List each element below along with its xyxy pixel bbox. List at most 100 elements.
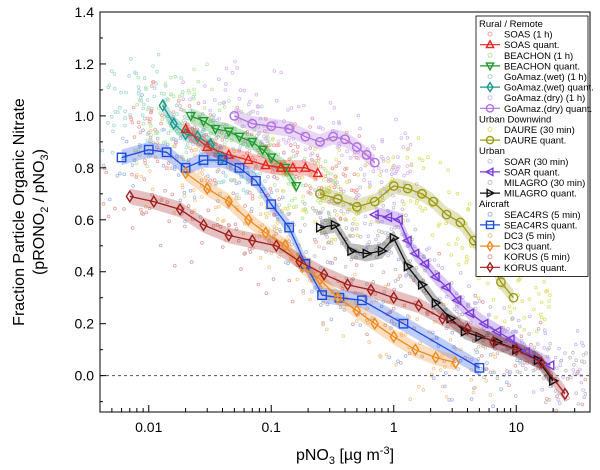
point-goamaz-dry-quant-1 <box>247 118 258 129</box>
point-korus-quant-2 <box>175 202 185 216</box>
raw-point <box>176 131 180 136</box>
raw-point <box>339 241 344 246</box>
point-dc3-quant-4 <box>261 226 270 240</box>
raw-point <box>174 138 178 142</box>
raw-point <box>263 179 267 183</box>
raw-point <box>389 227 394 231</box>
raw-point <box>408 169 413 174</box>
raw-point <box>193 198 197 203</box>
raw-point <box>520 299 524 304</box>
raw-point <box>276 139 281 144</box>
raw-point <box>312 209 317 213</box>
raw-point <box>237 147 242 152</box>
raw-point <box>145 98 150 102</box>
raw-point <box>138 95 143 100</box>
raw-point <box>291 137 296 141</box>
raw-point <box>293 122 297 126</box>
raw-point <box>374 255 379 259</box>
raw-point <box>345 180 349 185</box>
point-dc3-quant-14 <box>451 356 460 370</box>
raw-point <box>302 208 307 213</box>
raw-point <box>263 137 268 141</box>
raw-point <box>374 237 378 242</box>
raw-point <box>403 131 408 136</box>
raw-point <box>340 286 345 291</box>
raw-point <box>267 211 272 215</box>
raw-point <box>476 344 481 349</box>
point-dc3-quant-3 <box>244 213 253 227</box>
raw-point <box>249 132 254 137</box>
legend-entry-label: SOAS quant. <box>504 40 559 51</box>
raw-point <box>365 332 369 337</box>
raw-point <box>321 283 325 288</box>
raw-point <box>131 184 135 188</box>
raw-point <box>192 125 197 130</box>
raw-point <box>232 149 237 154</box>
raw-point <box>340 153 344 158</box>
raw-point <box>369 301 374 305</box>
raw-point <box>234 181 239 186</box>
raw-point <box>166 161 171 166</box>
raw-point <box>224 66 229 71</box>
raw-point <box>380 219 384 224</box>
legend-entry-label: GoAmaz.(wet) quant. <box>504 83 594 94</box>
raw-point <box>398 361 403 365</box>
raw-point <box>378 188 383 193</box>
raw-point <box>393 279 398 283</box>
raw-point <box>258 171 262 176</box>
raw-point <box>255 134 259 138</box>
raw-point <box>146 107 150 112</box>
raw-point <box>466 207 471 212</box>
raw-point <box>155 69 159 74</box>
raw-point <box>264 215 269 220</box>
raw-point <box>386 156 390 161</box>
raw-point <box>109 115 114 119</box>
raw-point <box>253 146 257 151</box>
raw-point <box>393 267 398 272</box>
raw-point <box>122 207 126 211</box>
raw-point <box>466 304 470 309</box>
raw-point <box>350 227 354 231</box>
raw-point <box>434 336 439 340</box>
point-milagro-quant-8 <box>431 297 442 309</box>
point-goamaz-dry-quant-5 <box>315 136 325 147</box>
raw-point <box>455 191 460 196</box>
raw-point <box>148 135 153 140</box>
raw-point <box>276 152 281 157</box>
raw-point <box>220 138 225 142</box>
legend-marker <box>485 39 495 49</box>
raw-point <box>281 137 286 142</box>
raw-point <box>169 92 173 97</box>
raw-point <box>250 193 255 198</box>
raw-point <box>251 169 256 173</box>
raw-point <box>287 136 292 140</box>
raw-point <box>103 166 107 171</box>
raw-point <box>568 355 572 360</box>
raw-point <box>266 229 270 234</box>
raw-point <box>333 209 337 213</box>
raw-point <box>378 355 383 359</box>
raw-point <box>527 297 532 301</box>
raw-point <box>565 376 570 381</box>
raw-point <box>226 165 230 169</box>
raw-point <box>286 138 291 143</box>
raw-point <box>486 281 490 286</box>
raw-point <box>582 395 587 400</box>
raw-point <box>244 191 249 195</box>
point-soas-quant-8 <box>312 166 324 178</box>
raw-point <box>519 334 524 339</box>
raw-point <box>396 165 401 169</box>
raw-point <box>224 122 229 127</box>
raw-point <box>182 114 187 119</box>
raw-point <box>298 229 303 234</box>
raw-point <box>141 106 146 111</box>
raw-point <box>386 159 391 164</box>
raw-point <box>109 69 114 73</box>
point-seac4rs-quant-9 <box>284 222 295 233</box>
raw-point <box>400 333 404 337</box>
raw-point <box>349 257 354 262</box>
raw-point <box>488 352 493 357</box>
raw-point <box>241 188 246 192</box>
raw-point <box>237 119 242 123</box>
raw-point <box>351 188 356 193</box>
